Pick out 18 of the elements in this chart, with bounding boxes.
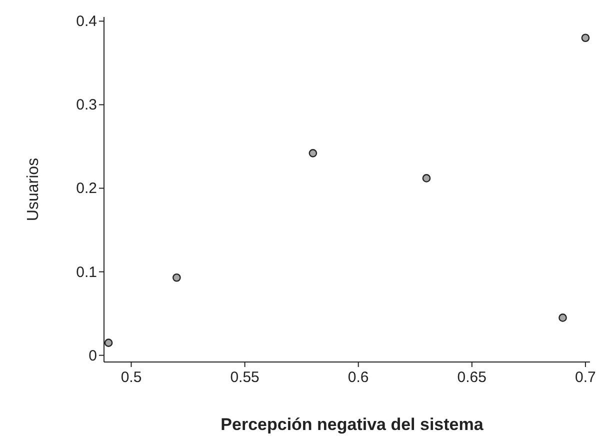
y-tick-label: 0.4 [76,13,97,30]
x-tick-label: 0.65 [457,369,487,386]
y-tick-label: 0.3 [76,96,97,114]
point [558,314,567,322]
point [308,149,318,158]
y-tick-label: 0.1 [76,264,97,281]
point [422,174,431,182]
point [581,34,590,42]
y-tick-label: 0.2 [76,180,97,198]
x-tick-label: 0.6 [348,369,369,386]
y-tick-label: 0 [88,347,97,364]
x-tick-label: 0.5 [120,369,142,386]
x-tick-label: 0.55 [230,369,260,386]
x-tick-label: 0.7 [575,369,596,386]
point [104,338,113,347]
x-axis-title: Percepción negativa del sistema [220,415,484,434]
point [172,273,181,282]
y-axis-title: Usuarios [25,158,42,222]
